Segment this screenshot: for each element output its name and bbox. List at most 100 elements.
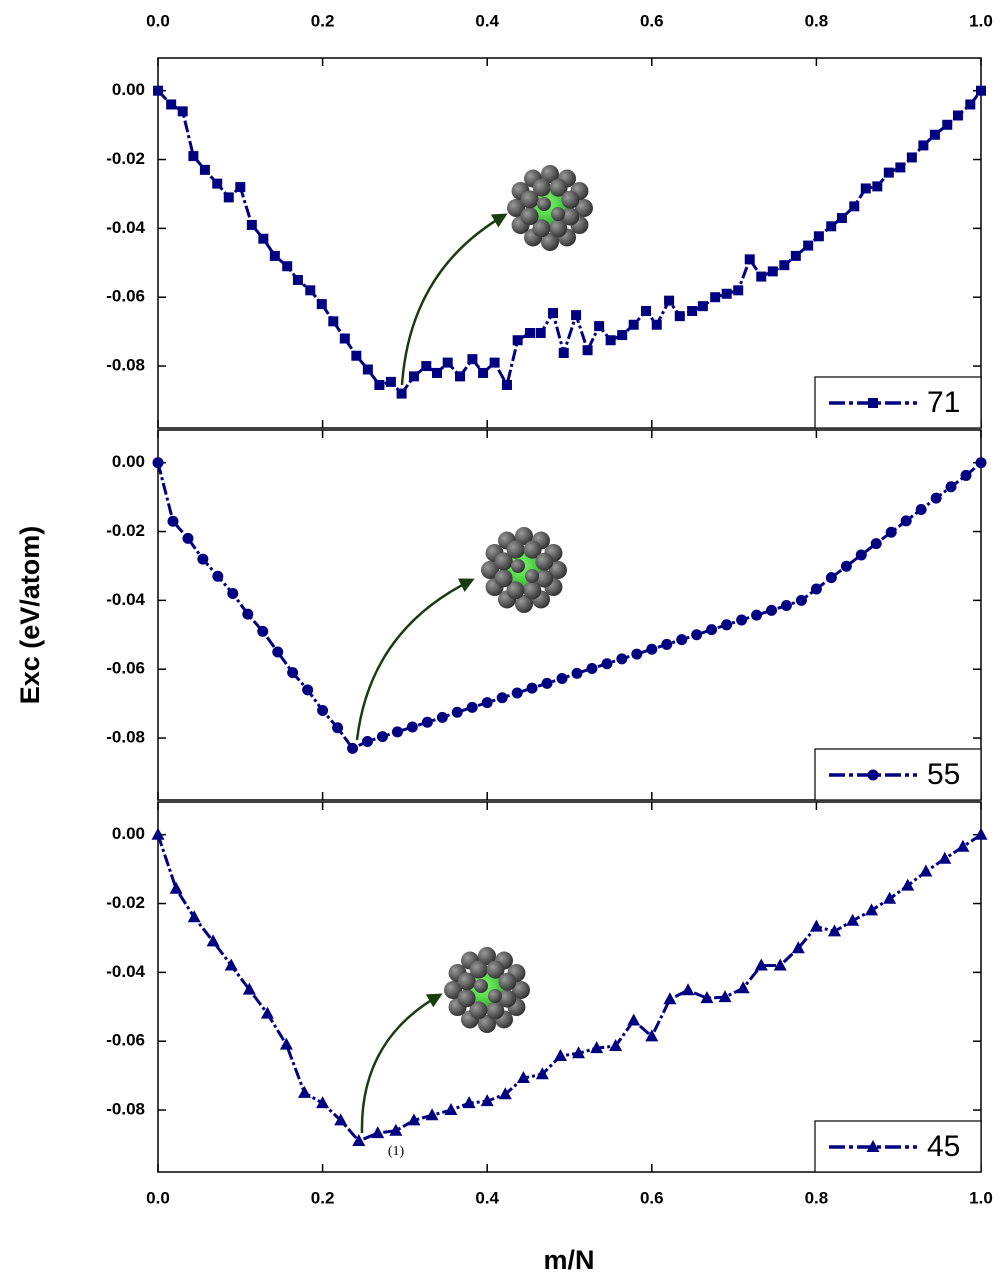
data-point: [169, 881, 183, 894]
data-point: [767, 266, 778, 277]
data-point: [645, 1029, 659, 1042]
data-point: [942, 119, 953, 130]
data-point: [297, 1085, 311, 1098]
data-point: [385, 376, 396, 387]
data-point: [455, 371, 466, 382]
data-point: [316, 1096, 330, 1109]
data-point: [661, 638, 673, 650]
plot-frame: [157, 801, 982, 1173]
data-point: [813, 231, 824, 242]
data-point: [442, 357, 453, 368]
cluster-atom: [575, 199, 593, 217]
data-point: [197, 553, 209, 565]
data-point: [152, 457, 164, 469]
data-point: [524, 328, 535, 339]
data-point: [302, 684, 314, 696]
data-point: [756, 271, 767, 282]
cluster-atom: [525, 569, 539, 583]
data-point: [803, 240, 814, 251]
data-point: [166, 99, 177, 110]
y-tick-label: 0.00: [112, 80, 145, 99]
data-point: [362, 364, 373, 375]
cluster-atom: [474, 979, 488, 993]
data-point: [795, 594, 807, 606]
data-point: [860, 183, 871, 194]
data-point: [849, 201, 860, 212]
data-point: [182, 532, 194, 544]
data-point: [744, 254, 755, 265]
data-point: [187, 910, 201, 923]
y-tick-label: -0.04: [106, 590, 145, 609]
data-point: [396, 388, 407, 399]
cluster-atom: [523, 540, 542, 559]
cluster-atom: [511, 559, 525, 573]
cluster-atom: [523, 581, 542, 600]
data-point: [257, 625, 269, 637]
data-point: [498, 1087, 512, 1100]
data-point: [586, 663, 598, 675]
y-tick-label: -0.08: [106, 1100, 145, 1119]
cluster-image: [444, 947, 530, 1033]
data-point: [736, 614, 748, 626]
data-point: [706, 624, 718, 636]
data-point: [292, 275, 303, 285]
data-point: [480, 1094, 494, 1107]
data-point: [407, 1113, 421, 1126]
y-tick-label: -0.02: [106, 149, 145, 168]
data-point: [199, 164, 210, 175]
data-point: [918, 140, 929, 151]
data-point: [676, 634, 688, 646]
cluster-atom: [535, 569, 554, 588]
data-point: [974, 827, 988, 840]
data-point: [389, 1123, 403, 1136]
data-point: [945, 481, 957, 493]
cluster-atom: [561, 207, 580, 226]
data-point: [733, 285, 744, 296]
data-point: [462, 1096, 476, 1109]
data-point: [571, 310, 582, 321]
cluster-atom: [537, 197, 551, 211]
cluster-atom: [507, 199, 525, 217]
data-point: [960, 469, 972, 481]
data-point: [697, 301, 708, 312]
data-point: [915, 504, 927, 516]
cluster-atom: [520, 207, 539, 226]
y-axis-label: Exc (eV/atom): [15, 526, 45, 705]
data-point: [279, 1037, 293, 1050]
data-point: [572, 1046, 586, 1059]
data-point: [681, 983, 695, 996]
data-point: [305, 285, 316, 296]
data-point: [421, 361, 432, 372]
data-point: [347, 742, 359, 754]
cluster-atom: [541, 233, 559, 251]
data-point: [956, 839, 970, 852]
cluster-atom: [444, 981, 462, 999]
data-point: [511, 687, 523, 699]
cluster-atom: [486, 960, 505, 979]
data-point: [938, 851, 952, 864]
data-point: [258, 233, 269, 244]
data-point: [317, 705, 329, 717]
data-point: [151, 827, 165, 840]
data-point: [616, 653, 628, 665]
data-point: [736, 981, 750, 994]
data-point: [605, 335, 616, 346]
x-axis-label: m/N: [543, 1245, 594, 1275]
x-tick-label: 0.8: [805, 11, 829, 30]
legend-marker: [866, 1140, 880, 1152]
data-point: [374, 379, 385, 390]
cluster-atom: [551, 207, 565, 221]
data-point: [553, 1049, 567, 1062]
cluster-atom: [535, 552, 554, 571]
data-point: [691, 629, 703, 641]
y-tick-label: -0.06: [106, 659, 145, 678]
data-point: [227, 587, 239, 599]
data-point: [571, 667, 583, 679]
data-point: [535, 1067, 549, 1080]
x-tick-label: 0.0: [146, 1188, 170, 1207]
data-point: [754, 958, 768, 971]
data-point: [478, 367, 489, 378]
data-point: [663, 992, 677, 1005]
cluster-atom: [532, 219, 551, 238]
legend-label: 55: [927, 758, 960, 791]
